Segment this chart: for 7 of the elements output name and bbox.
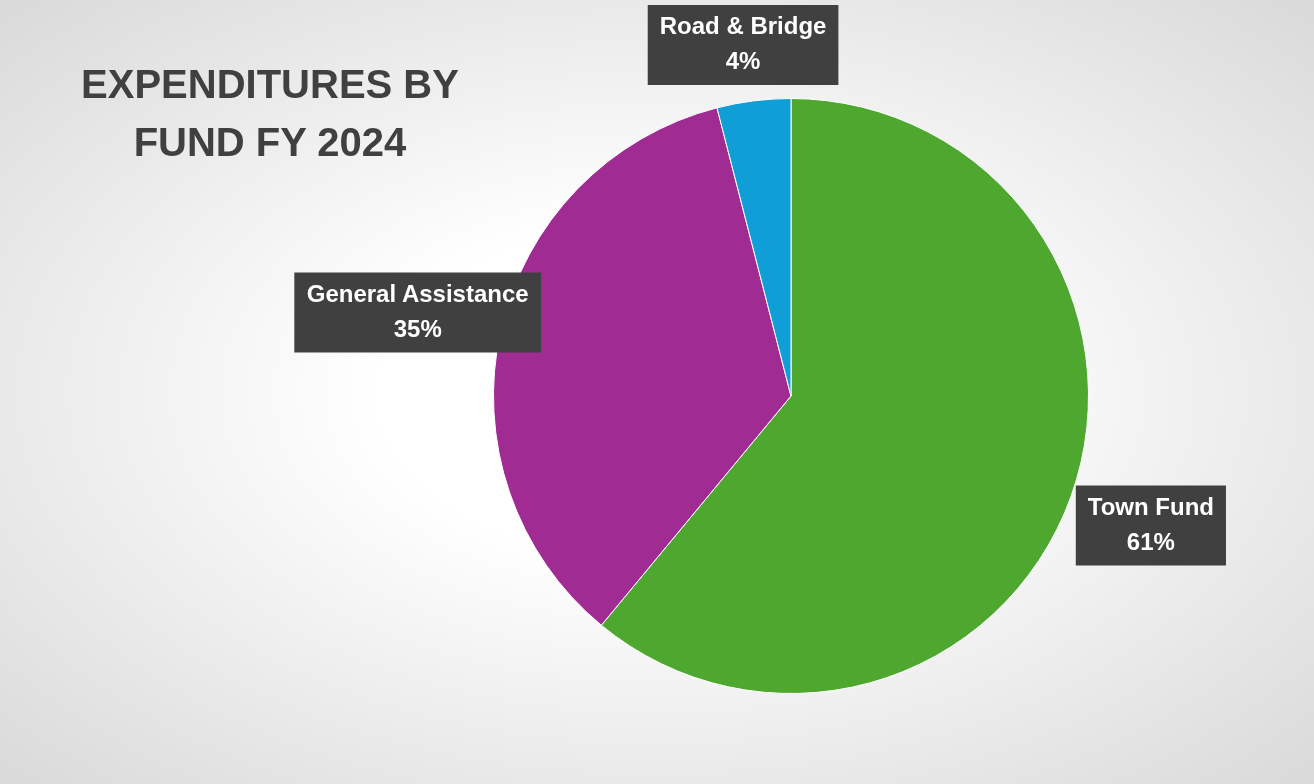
slice-label: Road & Bridge [659, 12, 827, 40]
data-label: 4% [725, 47, 761, 75]
data-label: 35% [393, 314, 442, 342]
text: EXPENDITURES BY FUND FY 2024 [80, 61, 460, 166]
slice-label: Town Fund [1087, 492, 1214, 520]
data-label: 61% [1126, 527, 1175, 555]
slice-label: General Assistance [306, 279, 529, 307]
